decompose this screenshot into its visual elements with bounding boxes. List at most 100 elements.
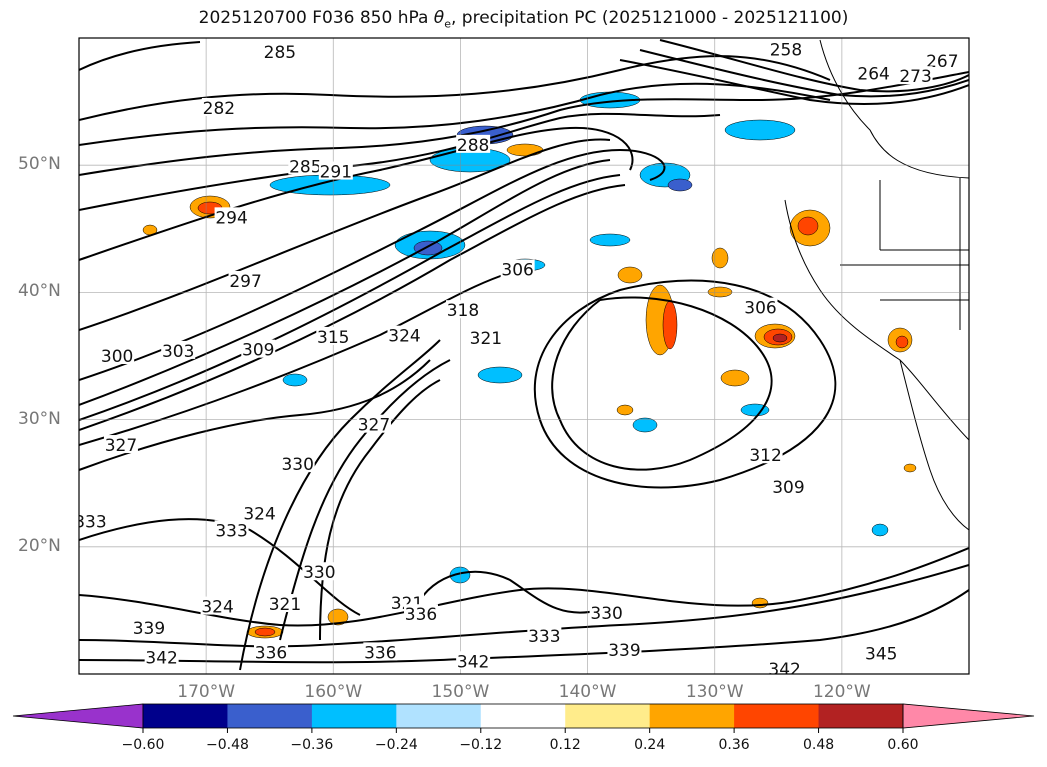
contour-label-bg — [316, 326, 351, 345]
contour-label: 297 — [229, 272, 261, 292]
colorbar-extend-high — [902, 703, 1035, 729]
contour-label: 342 — [145, 648, 177, 668]
contour-label-bg — [103, 435, 138, 454]
contour-label-bg — [771, 477, 806, 496]
contour-label: 324 — [243, 505, 275, 525]
colorbar-tick-label: 0.12 — [549, 737, 581, 753]
contour-label: 291 — [320, 163, 352, 183]
contour-label: 324 — [388, 327, 420, 347]
colorbar-tick-label: 0.48 — [802, 737, 835, 753]
coastline-segment — [880, 178, 969, 330]
lon-tick-label: 130°W — [685, 682, 744, 702]
theta-e-contour — [79, 547, 969, 627]
contour-label: 303 — [162, 342, 194, 362]
theta-e-contour — [79, 359, 431, 471]
theta-e-contour — [79, 564, 969, 648]
contour-label: 267 — [926, 52, 958, 72]
colorbar-tick-label: −0.12 — [459, 737, 503, 753]
contour-label: 258 — [770, 40, 802, 60]
precip-region — [751, 597, 769, 609]
precip-region — [724, 119, 796, 141]
contour-label-bg — [856, 63, 891, 82]
precip-region — [871, 523, 889, 537]
contour-label: 327 — [105, 436, 137, 456]
contour-label-bg — [589, 602, 624, 621]
contour-label: 336 — [405, 605, 437, 625]
contour-label-bg — [79, 511, 108, 530]
colorbar-tick-label: −0.60 — [121, 737, 165, 753]
colorbar-cell — [143, 704, 228, 728]
coastline-segment — [819, 39, 969, 179]
theta-e-contour — [79, 159, 611, 406]
contour-label: 300 — [101, 347, 133, 367]
theta-e-contour — [533, 279, 837, 489]
precip-region — [616, 404, 634, 416]
precip-region — [895, 335, 909, 349]
contour-label-bg — [748, 445, 783, 464]
coastline-segment — [784, 199, 969, 441]
coastline — [784, 39, 969, 531]
theta-e-contour — [79, 589, 969, 664]
contour-label: 264 — [857, 65, 889, 85]
colorbar-cell — [480, 704, 566, 728]
contour-label-bg — [144, 647, 179, 666]
theta-e-contours — [79, 39, 969, 671]
lon-tick-label: 150°W — [431, 682, 490, 702]
contour-label: 333 — [528, 627, 560, 647]
contour-label-bg — [527, 625, 562, 644]
colorbar-cell — [396, 704, 482, 728]
lat-tick-label: 30°N — [18, 408, 61, 429]
colorbar — [12, 703, 1035, 733]
theta-e-contour — [79, 71, 969, 176]
contour-label-bg — [100, 346, 135, 364]
theta-e-contour — [79, 41, 201, 71]
theta-e-contour — [79, 518, 361, 616]
precip-region — [282, 373, 308, 387]
contour-label-bg — [318, 161, 353, 180]
precip-region — [413, 240, 443, 256]
colorbar-tick-label: −0.48 — [205, 737, 249, 753]
contour-label: 339 — [608, 641, 640, 661]
contour-label: 294 — [215, 208, 247, 228]
theta-e-contour — [419, 570, 601, 614]
theta-e-contour — [79, 148, 666, 381]
colorbar-frame — [142, 703, 904, 729]
contour-label-bg — [280, 454, 315, 473]
contour-label: 306 — [744, 299, 776, 319]
theta-e-contour — [79, 184, 626, 431]
contour-label-bg — [768, 39, 803, 58]
precip-region — [632, 417, 658, 433]
precip-region — [772, 333, 788, 343]
colorbar-tick-label: 0.24 — [634, 737, 666, 753]
lat-tick-label: 50°N — [18, 154, 61, 175]
contour-label: 309 — [242, 341, 274, 361]
theta-e-contour — [79, 82, 831, 146]
contour-label: 309 — [772, 478, 804, 498]
contour-label-bg — [468, 328, 503, 347]
contour-label: 336 — [255, 643, 287, 663]
contour-label-bg — [743, 297, 778, 316]
contour-label-bg — [456, 134, 491, 153]
contour-label-bg — [214, 207, 249, 226]
theta-e-contour — [619, 59, 969, 105]
colorbar-tick-label: −0.36 — [290, 737, 334, 753]
precip-region — [506, 143, 544, 157]
contour-label-bg — [607, 639, 642, 658]
colorbar-cell — [818, 704, 904, 728]
lon-tick-label: 170°W — [177, 682, 236, 702]
precip-region — [449, 566, 471, 584]
precip-region — [711, 247, 729, 269]
contour-label-bg — [242, 503, 277, 522]
contour-label: 312 — [749, 446, 781, 466]
theta-e-contour — [79, 126, 634, 261]
contour-label-bg — [898, 66, 933, 85]
contour-label: 327 — [358, 416, 390, 436]
contour-label-bg — [228, 270, 263, 289]
colorbar-extend-low — [12, 703, 144, 729]
colorbar-cell — [649, 704, 735, 728]
contour-label: 336 — [364, 643, 396, 663]
contour-label-bg — [214, 520, 249, 539]
theta-e-contour — [79, 174, 621, 421]
contour-label-bg — [262, 41, 297, 60]
lon-tick-label: 140°W — [558, 682, 617, 702]
